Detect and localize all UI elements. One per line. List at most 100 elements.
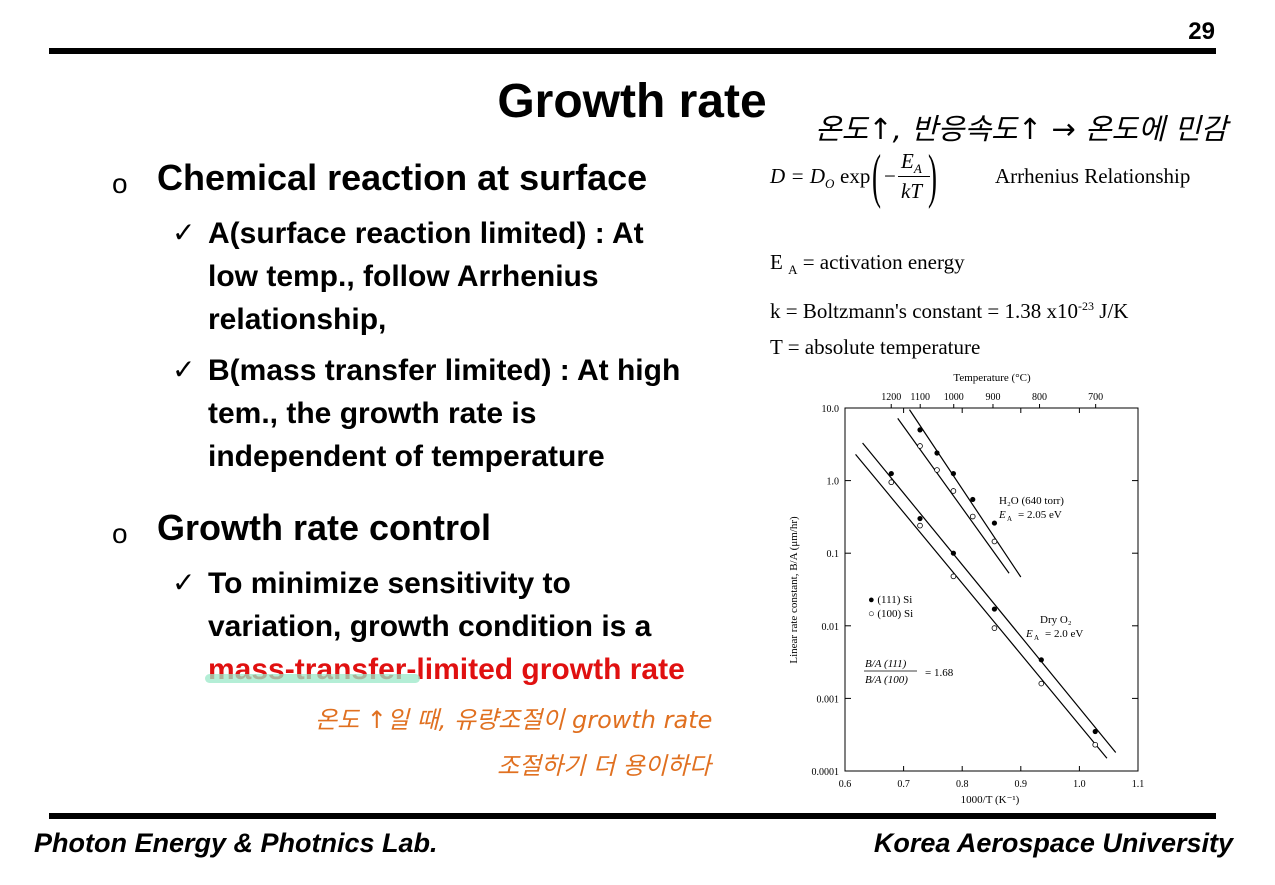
ratio-value: = 1.68: [925, 667, 954, 679]
dry-o2-annotation: Dry O₂ E A = 2.0 eV: [1025, 614, 1083, 642]
arrhenius-label: Arrhenius Relationship: [995, 164, 1191, 188]
legend-100: ○ (100) Si: [868, 608, 913, 620]
bottom-rule: [49, 813, 1216, 819]
def-temperature: T = absolute temperature: [770, 335, 981, 360]
paren-left: (: [872, 143, 881, 209]
section2-line3-highlight: mass-transfer-limited growth rate: [208, 653, 685, 686]
dry-o2-ea-symbol: E: [1025, 628, 1033, 640]
data-point-100: [934, 467, 940, 473]
fit-line-111: [908, 409, 1022, 578]
def-boltzmann: k = Boltzmann's constant = 1.38 x10-23 J…: [770, 299, 1129, 324]
equation-exp: exp: [840, 164, 871, 188]
fraction-bar: [898, 176, 930, 177]
checkmark-icon: ✓: [172, 217, 196, 248]
footer-university: Korea Aerospace University: [873, 828, 1233, 858]
dry-o2-ea-value: = 2.0 eV: [1045, 628, 1083, 640]
section2-heading: Growth rate control: [157, 507, 492, 548]
footer-lab-name: Photon Energy & Photnics Lab.: [34, 828, 438, 858]
item-b-line3: independent of temperature: [208, 440, 605, 473]
x-tick-label: 1.0: [1073, 779, 1086, 790]
equation-minus: −: [884, 164, 896, 188]
h2o-ea-subscript: A: [1007, 515, 1012, 523]
data-point-100: [917, 443, 923, 449]
equation-lhs: D = DO: [770, 164, 835, 192]
data-point-100: [969, 513, 976, 520]
x-tick-label: 0.7: [897, 779, 910, 790]
dry-o2-ea-subscript: A: [1034, 634, 1039, 642]
top-axis-label: Temperature (°C): [953, 372, 1031, 384]
top-tick-label: 1200: [881, 392, 901, 403]
data-point-100: [950, 488, 957, 494]
data-point-111: [917, 427, 923, 433]
equation-numerator: EA: [901, 149, 922, 177]
data-point-111: [970, 496, 976, 503]
equation-denominator: kT: [901, 179, 922, 203]
legend-111: ● (111) Si: [868, 594, 912, 606]
x-tick-label: 0.6: [839, 779, 852, 790]
item-a-line2: low temp., follow Arrhenius: [208, 260, 599, 293]
data-point-111: [1092, 728, 1098, 735]
oxidation-rate-chart: Temperature (°C) 1200 1100 1000 900 800 700 0…: [788, 372, 1145, 806]
fit-line-111: [862, 442, 1117, 753]
data-point-111: [888, 470, 894, 477]
y-tick-label: 0.001: [817, 694, 840, 705]
data-point-111: [991, 606, 998, 612]
section2-item: To minimize sensitivity to variation, gr…: [208, 562, 685, 691]
x-axis-label: 1000/T (K⁻¹): [961, 794, 1020, 806]
h2o-series-label: H₂O (640 torr): [999, 495, 1064, 507]
top-tick-label: 1100: [910, 392, 930, 403]
data-point-100: [888, 479, 895, 486]
y-tick-label: 0.1: [827, 549, 840, 560]
dry-o2-series-label: Dry O₂: [1040, 614, 1072, 626]
slide-title: Growth rate: [497, 75, 767, 128]
plot-frame: [844, 407, 1139, 772]
h2o-ea-symbol: E: [998, 509, 1006, 521]
x-axis-ticks: 0.6 0.7 0.8 0.9 1.0 1.1: [839, 408, 1145, 790]
y-tick-label: 0.0001: [812, 767, 840, 778]
section2-line1: To minimize sensitivity to: [208, 567, 571, 600]
data-point-111: [917, 515, 923, 522]
data-point-111: [1038, 657, 1044, 663]
data-point-100: [917, 522, 923, 529]
y-axis-ticks: 10.0 1.0 0.1 0.01 0.001 0.0001: [812, 404, 1138, 778]
top-rule: [49, 48, 1216, 54]
top-tick-label: 1000: [944, 392, 964, 403]
series-layer: [855, 409, 1117, 759]
handwritten-note-line2: 조절하기 더 용이하다: [497, 752, 711, 780]
highlighter-mark: [205, 674, 420, 683]
h2o-annotation: H₂O (640 torr) E A = 2.05 eV: [998, 495, 1064, 523]
page-number: 29: [1188, 18, 1215, 45]
circle-bullet-icon: o: [112, 168, 128, 199]
x-tick-label: 1.1: [1132, 779, 1145, 790]
top-tick-label: 700: [1088, 392, 1103, 403]
handwritten-note-line1: 온도 ↑일 때, 유량조절이 growth rate: [315, 706, 713, 734]
data-point-111: [950, 550, 957, 556]
top-tick-label: 900: [985, 392, 1000, 403]
handwritten-note-top: 온도↑, 반응속도↑ → 온도에 민감: [815, 112, 1228, 146]
y-tick-label: 10.0: [822, 404, 840, 415]
item-a-line3: relationship,: [208, 303, 387, 336]
section2-line2: variation, growth condition is a: [208, 610, 652, 643]
top-axis-ticks: 1200 1100 1000 900 800 700: [881, 392, 1103, 408]
x-tick-label: 0.8: [956, 779, 969, 790]
y-tick-label: 1.0: [827, 477, 840, 488]
checkmark-icon: ✓: [172, 354, 196, 385]
y-axis-label: Linear rate constant, B/A (μm/hr): [788, 516, 800, 664]
ratio-denominator: B/A (100): [865, 674, 908, 686]
data-point-111: [950, 470, 957, 477]
checkmark-icon: ✓: [172, 567, 196, 598]
fit-line-100: [855, 453, 1108, 759]
def-activation-energy: E A = activation energy: [770, 250, 965, 278]
x-tick-label: 0.9: [1015, 779, 1028, 790]
section1-item-a: A(surface reaction limited) : At low tem…: [208, 212, 644, 341]
h2o-ea-value: = 2.05 eV: [1018, 509, 1062, 521]
data-point-111: [991, 520, 998, 526]
item-a-line1: A(surface reaction limited) : At: [208, 217, 644, 250]
item-b-line1: B(mass transfer limited) : At high: [208, 354, 681, 387]
chart-legend: ● (111) Si ○ (100) Si: [868, 594, 913, 620]
data-point-100: [991, 538, 998, 545]
item-b-line2: tem., the growth rate is: [208, 397, 537, 430]
y-tick-label: 0.01: [822, 622, 840, 633]
data-point-100: [1092, 741, 1099, 748]
definitions-block: E A = activation energy k = Boltzmann's …: [770, 244, 1128, 365]
